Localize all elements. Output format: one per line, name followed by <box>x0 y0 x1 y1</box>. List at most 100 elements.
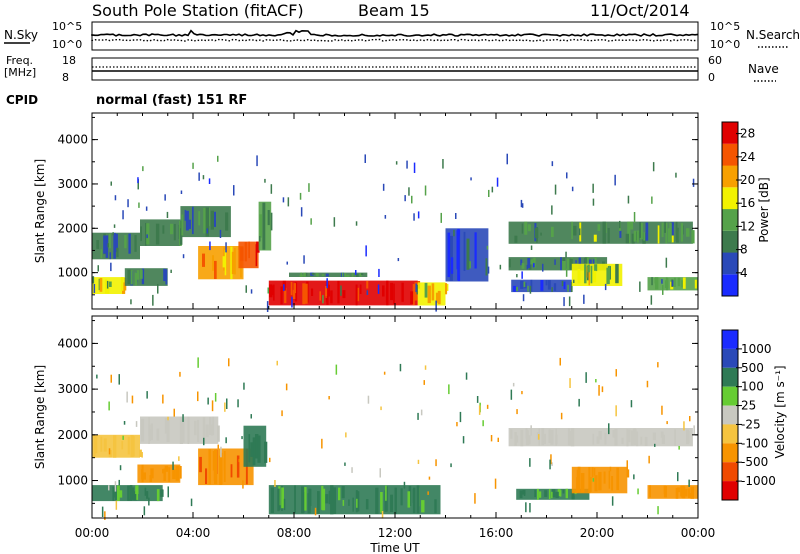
power-echo-strip <box>181 214 184 236</box>
velocity-speckle <box>474 493 476 504</box>
power-speckle <box>604 283 607 291</box>
power-echo-strip <box>346 274 350 277</box>
velocity-echo-strip <box>550 429 554 445</box>
power-echoes <box>92 201 698 306</box>
velocity-echo-strip <box>179 416 183 444</box>
velocity-echo-strip <box>142 472 146 480</box>
velocity-speckle <box>197 391 199 402</box>
velocity-speckle <box>344 462 346 466</box>
power-echo-strip <box>577 269 581 284</box>
power-echo-strip <box>527 224 531 232</box>
velocity-speckle <box>490 435 493 442</box>
power-echo-strip <box>667 228 672 243</box>
power-echo-strip <box>231 251 235 275</box>
power-echo-strip <box>474 232 477 269</box>
velocity-echo-strip <box>663 486 667 498</box>
time-tick-label: 08:00 <box>277 526 312 540</box>
velocity-echo-strip <box>341 486 345 499</box>
power-echo-strip <box>203 208 207 234</box>
velocity-echo-strip <box>544 490 548 497</box>
power-echo-strip <box>563 281 566 290</box>
power-speckle <box>408 187 410 196</box>
power-speckle <box>540 232 542 236</box>
power-speckle <box>565 251 567 258</box>
power-echo-strip <box>230 246 233 279</box>
velocity-echo-strip <box>250 442 254 457</box>
velocity-speckle <box>578 398 580 407</box>
velocity-speckle <box>228 358 230 367</box>
power-echo-strip <box>341 272 344 277</box>
power-echo-strip <box>571 221 573 240</box>
power-echo-strip <box>424 282 428 298</box>
power-echo-strip <box>304 283 308 304</box>
power-echo-strip <box>127 269 131 285</box>
velocity-speckle <box>497 437 499 442</box>
velocity-speckle <box>108 401 110 411</box>
power-speckle <box>152 294 154 306</box>
velocity-speckle <box>611 496 614 506</box>
velocity-speckle <box>417 412 419 420</box>
velocity-speckle <box>285 383 288 391</box>
power-echo-strip <box>292 289 296 299</box>
velocity-speckle <box>428 476 431 480</box>
power-echo-strip <box>530 259 534 265</box>
velocity-echo-strip <box>115 485 117 501</box>
power-echo-strip <box>315 273 319 277</box>
power-speckle <box>310 218 312 225</box>
velocity-echo-strip <box>127 485 130 501</box>
velocity-echo-strip <box>197 419 200 442</box>
power-echo-strip <box>427 285 431 304</box>
velocity-speckle <box>592 478 595 482</box>
noise-sky-label: N.Sky <box>4 28 38 42</box>
power-echo-strip <box>155 223 160 245</box>
power-speckle <box>364 154 366 163</box>
velocity-speckle <box>661 405 663 415</box>
velocity-speckle <box>321 438 323 449</box>
power-echo-strip <box>587 257 589 268</box>
power-echo-strip <box>105 235 109 258</box>
velocity-echo-strip <box>230 464 233 478</box>
freq-label: Freq. <box>6 54 33 67</box>
power-colorbar-swatch <box>722 122 738 144</box>
power-echo-strip <box>606 267 610 285</box>
power-speckle <box>650 295 653 305</box>
velocity-echo-strip <box>113 488 115 498</box>
velocity-speckle <box>523 492 526 496</box>
power-echo-strip <box>586 266 590 281</box>
power-speckle <box>573 279 575 283</box>
power-speckle <box>435 300 437 312</box>
velocity-echo-strip <box>223 451 226 482</box>
power-speckle <box>406 160 408 169</box>
power-speckle <box>137 177 139 184</box>
power-speckle <box>182 254 185 259</box>
velocity-speckle <box>516 409 518 415</box>
velocity-echo-strip <box>400 488 403 506</box>
velocity-colorbar-label-tick: -100 <box>741 436 768 450</box>
power-speckle <box>417 211 420 219</box>
power-speckle <box>266 301 269 312</box>
power-speckle <box>286 261 288 265</box>
power-speckle <box>377 284 380 294</box>
power-echo-strip <box>269 284 273 298</box>
velocity-echo-strip <box>590 477 592 492</box>
power-echo-strip <box>116 247 119 258</box>
time-axis-label: Time UT <box>369 541 420 554</box>
power-echo-strip <box>224 249 227 276</box>
velocity-echo-strip <box>365 499 369 510</box>
velocity-echo-strip <box>209 417 212 435</box>
velocity-echo-strip <box>598 431 602 440</box>
velocity-echo-strip <box>321 485 324 510</box>
velocity-echo-strip <box>412 489 415 503</box>
power-echo-strip <box>694 279 697 289</box>
velocity-speckle <box>241 436 243 440</box>
velocity-echo-strip <box>131 487 135 500</box>
power-echo-strip <box>134 272 137 286</box>
velocity-speckle <box>598 385 600 396</box>
velocity-echo-strip <box>375 487 379 514</box>
velocity-echo-strip <box>689 493 692 498</box>
velocity-speckle <box>348 499 350 506</box>
power-echo-strip <box>262 202 266 250</box>
power-speckle <box>142 166 144 172</box>
velocity-echo-strip <box>116 485 120 501</box>
velocity-echo-strip <box>119 490 123 498</box>
